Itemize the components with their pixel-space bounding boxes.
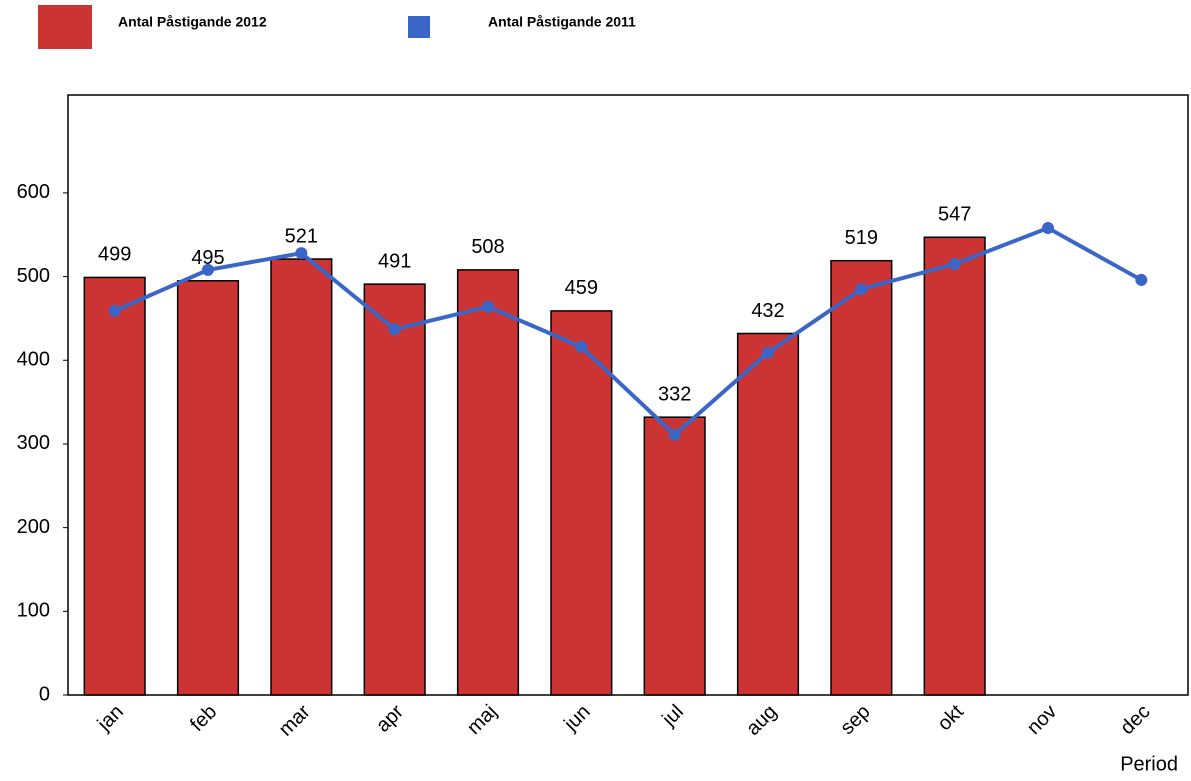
x-tick-label: maj [463,701,501,739]
line-point [482,300,494,313]
x-tick-label: aug [742,701,781,740]
x-tick-label: mar [275,700,315,740]
line-point [1135,273,1148,286]
x-tick-label: okt [934,700,969,735]
y-tick-label: 300 [17,432,50,454]
y-tick-label: 100 [17,600,50,622]
y-tick-label: 400 [17,349,50,371]
x-tick-label: sep [836,701,874,739]
line-point [948,258,961,271]
data-label: 508 [471,236,504,258]
data-label: 499 [98,244,131,266]
bar [923,236,986,696]
x-tick-label: jul [658,701,688,731]
line-point [1042,222,1054,235]
x-tick-label: jun [559,701,594,736]
legend-label: Antal Påstigande 2011 [488,14,636,30]
x-tick-label: dec [1116,701,1154,739]
bar [550,310,613,696]
bar [456,269,520,696]
line-point [762,346,774,359]
data-label: 459 [565,277,598,299]
y-tick-label: 0 [39,683,50,705]
line-point [668,428,681,441]
x-axis-label: Period [1120,753,1178,775]
y-tick-label: 500 [17,265,50,287]
data-label: 519 [845,227,878,249]
line-point [108,304,121,317]
y-tick-label: 600 [17,181,50,203]
legend-swatch [408,16,430,38]
bar [363,283,426,696]
x-tick-label: feb [186,701,221,736]
line-point [388,323,401,336]
data-label: 432 [751,300,784,322]
legend-swatch [38,5,92,49]
bar [270,258,333,696]
bar [83,276,146,696]
x-tick-label: apr [372,700,408,736]
data-label: 332 [658,383,691,405]
line-point [575,340,588,353]
bar [736,332,800,696]
data-label: 491 [378,250,411,272]
legend-label: Antal Påstigande 2012 [118,14,267,30]
line-point [855,283,868,296]
x-tick-label: nov [1023,701,1061,739]
data-label: 521 [285,225,318,247]
line [113,225,1143,438]
x-tick-label: jan [93,701,128,736]
y-tick-label: 200 [17,516,50,538]
bar [176,280,240,696]
line-point [295,247,308,260]
bar [830,259,893,696]
data-label: 495 [191,247,224,269]
plot-area [67,94,1189,696]
data-label: 547 [938,204,971,226]
line-point [202,263,214,276]
bar [643,416,706,696]
